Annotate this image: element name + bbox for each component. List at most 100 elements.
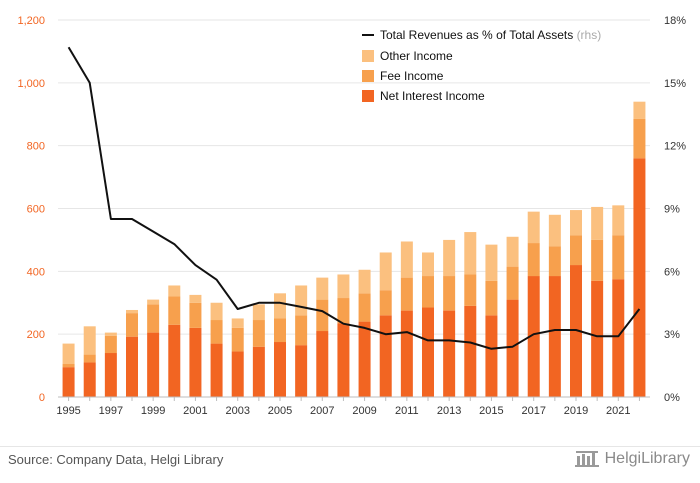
legend-swatch xyxy=(362,50,374,62)
bar-other-income xyxy=(252,304,265,321)
y-left-tick-label: 600 xyxy=(27,204,45,216)
bar-net-interest-income xyxy=(295,345,308,397)
x-tick-label: 2017 xyxy=(521,405,545,417)
bar-other-income xyxy=(189,294,202,303)
bar-other-income xyxy=(295,285,308,316)
bar-other-income xyxy=(62,343,75,365)
bar-other-income xyxy=(443,239,456,277)
bar-fee-income xyxy=(527,243,540,277)
bar-other-income xyxy=(126,309,138,314)
bar-fee-income xyxy=(633,118,646,159)
bar-fee-income xyxy=(379,290,392,316)
bar-net-interest-income xyxy=(400,310,413,397)
legend-item-net-interest-income: Net Interest Income xyxy=(362,89,485,103)
bar-net-interest-income xyxy=(337,323,350,397)
bar-fee-income xyxy=(210,320,223,344)
bar-other-income xyxy=(104,332,117,336)
bar-fee-income xyxy=(295,315,308,346)
y-left-tick-label: 400 xyxy=(27,266,45,278)
line-layer xyxy=(67,46,641,350)
legend-label: Net Interest Income xyxy=(380,89,485,103)
y-right-tick-label: 18% xyxy=(664,15,686,27)
bar-fee-income xyxy=(316,299,329,332)
bar-other-income xyxy=(485,244,498,281)
bar-other-income xyxy=(168,285,181,297)
axis-layer: 0 200 400 600 800 1,000 1,200 0% 3% 6% 9% 12% 15% 18%… xyxy=(17,15,686,417)
y-left-tick-label: 1,200 xyxy=(17,15,45,27)
bar-net-interest-income xyxy=(633,158,646,397)
bar-other-income xyxy=(527,211,540,244)
bar-other-income xyxy=(506,236,519,267)
legend: Total Revenues as % of Total Assets (rhs… xyxy=(362,28,601,103)
bar-net-interest-income xyxy=(274,342,286,397)
bar-net-interest-income xyxy=(252,346,265,397)
y-right-tick-label: 12% xyxy=(664,141,686,153)
bar-net-interest-income xyxy=(548,276,561,397)
bar-fee-income xyxy=(252,320,265,347)
chart-svg: 0 200 400 600 800 1,000 1,200 0% 3% 6% 9% 12% 15% 18%… xyxy=(17,15,686,417)
bar-net-interest-income xyxy=(147,332,160,397)
bar-fee-income xyxy=(147,304,160,333)
legend-label: Other Income xyxy=(380,49,453,63)
bar-fee-income xyxy=(126,313,138,337)
y-left-tick-label: 0 xyxy=(39,392,45,404)
bar-other-income xyxy=(400,241,413,278)
bar-other-income xyxy=(422,252,434,277)
bar-other-income xyxy=(464,232,477,275)
bar-fee-income xyxy=(443,276,456,311)
bar-net-interest-income xyxy=(83,362,96,397)
bar-net-interest-income xyxy=(612,279,625,397)
x-tick-label: 1995 xyxy=(56,405,80,417)
bar-net-interest-income xyxy=(189,327,202,397)
bar-fee-income xyxy=(274,318,286,343)
bar-other-income xyxy=(337,274,350,299)
bar-net-interest-income xyxy=(358,321,371,397)
bar-net-interest-income xyxy=(464,305,477,397)
bar-other-income xyxy=(570,210,582,236)
legend-item-other-income: Other Income xyxy=(362,49,453,63)
bar-fee-income xyxy=(83,354,96,363)
x-tick-label: 1997 xyxy=(99,405,123,417)
bar-fee-income xyxy=(506,266,519,300)
x-tick-label: 2015 xyxy=(479,405,503,417)
bar-net-interest-income xyxy=(231,351,244,397)
bar-fee-income xyxy=(485,280,498,316)
brand-logo: HelgiLibrary xyxy=(573,449,690,469)
source-note: Source: Company Data, Helgi Library xyxy=(8,452,224,467)
x-tick-label: 2013 xyxy=(437,405,461,417)
bar-net-interest-income xyxy=(168,324,181,397)
x-tick-label: 2001 xyxy=(183,405,207,417)
x-tick-label: 2005 xyxy=(268,405,292,417)
bar-other-income xyxy=(231,318,244,328)
bar-fee-income xyxy=(231,327,244,352)
bar-fee-income xyxy=(189,302,202,328)
y-right-tick-label: 9% xyxy=(664,204,680,216)
x-tick-label: 1999 xyxy=(141,405,165,417)
bar-fee-income xyxy=(400,277,413,311)
y-right-tick-label: 15% xyxy=(664,78,686,90)
bar-other-income xyxy=(83,326,96,355)
bar-other-income xyxy=(548,214,561,247)
x-tick-label: 2019 xyxy=(564,405,588,417)
bar-net-interest-income xyxy=(62,367,75,397)
bar-other-income xyxy=(274,293,286,319)
bar-other-income xyxy=(147,299,160,305)
bar-fee-income xyxy=(358,293,371,322)
bar-fee-income xyxy=(104,335,117,354)
y-right-tick-label: 0% xyxy=(664,392,680,404)
x-tick-label: 2011 xyxy=(395,405,419,417)
x-tick-label: 2009 xyxy=(352,405,376,417)
bar-net-interest-income xyxy=(527,276,540,397)
grid-layer xyxy=(58,19,650,398)
bar-net-interest-income xyxy=(506,299,519,397)
bar-net-interest-income xyxy=(591,280,604,397)
bar-other-income xyxy=(379,252,392,291)
x-tick-label: 2003 xyxy=(225,405,249,417)
legend-item-line: Total Revenues as % of Total Assets (rhs… xyxy=(362,28,601,42)
y-left-tick-label: 200 xyxy=(27,329,45,341)
bar-other-income xyxy=(358,269,371,294)
legend-item-fee-income: Fee Income xyxy=(362,69,444,83)
x-tick-label: 2007 xyxy=(310,405,334,417)
bar-fee-income xyxy=(337,298,350,324)
